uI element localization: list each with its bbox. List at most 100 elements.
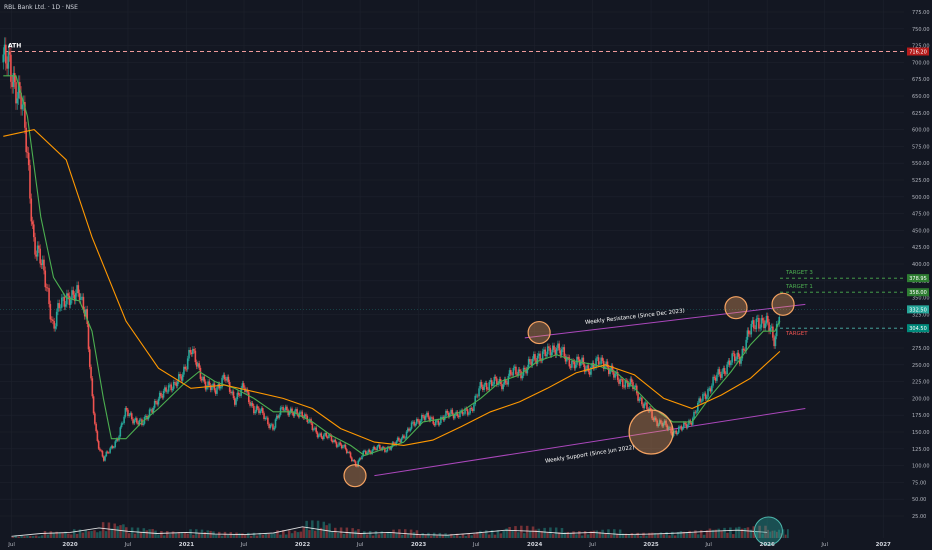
candle-body bbox=[614, 373, 616, 378]
volume-bar bbox=[601, 529, 604, 538]
candle-body bbox=[227, 376, 230, 382]
candle-body bbox=[386, 447, 389, 452]
candle-body bbox=[153, 400, 156, 408]
candle-body bbox=[60, 297, 63, 308]
candle-body bbox=[754, 328, 756, 330]
candle-body bbox=[10, 54, 12, 82]
candle-body bbox=[100, 450, 103, 452]
candle-body bbox=[122, 423, 124, 424]
candle-body bbox=[550, 352, 553, 356]
highlight-circle[interactable] bbox=[527, 320, 551, 345]
candle-body bbox=[634, 385, 637, 388]
candle-body bbox=[221, 377, 223, 388]
candle-body bbox=[15, 82, 17, 104]
volume-bar bbox=[610, 534, 613, 538]
volume-bar bbox=[197, 533, 201, 538]
candle-body bbox=[733, 353, 736, 361]
highlight-circles[interactable] bbox=[343, 292, 795, 546]
resistance-trendline[interactable] bbox=[524, 303, 806, 339]
candle-body bbox=[518, 369, 521, 372]
volume-bar bbox=[773, 530, 776, 538]
horizontal-levels[interactable] bbox=[0, 51, 904, 329]
highlight-circle[interactable] bbox=[343, 464, 367, 488]
volume-bar bbox=[203, 532, 207, 538]
volume-bar bbox=[273, 533, 276, 538]
candle-body bbox=[426, 412, 428, 416]
candle-body bbox=[527, 359, 530, 368]
moving-average-slow-line bbox=[3, 129, 781, 446]
volume-bar bbox=[430, 535, 433, 538]
highlight-circle[interactable] bbox=[628, 409, 674, 455]
candle-body bbox=[621, 379, 624, 388]
volume-bar bbox=[636, 532, 639, 538]
volume-bar bbox=[447, 534, 450, 538]
price-tick-label: 725.00 bbox=[912, 44, 930, 50]
trendlines[interactable] bbox=[374, 303, 806, 477]
candle-body bbox=[778, 316, 781, 324]
candle-body bbox=[408, 428, 410, 431]
candle-body bbox=[735, 359, 737, 361]
candle-body bbox=[272, 424, 274, 430]
price-axis[interactable]: 25.00 50.00 75.00 100.00 125.00 150.00 175.00 2… bbox=[905, 0, 932, 550]
candle-body bbox=[557, 343, 559, 349]
candle-body bbox=[339, 442, 342, 445]
volume-bar bbox=[572, 531, 575, 538]
candle-body bbox=[423, 416, 426, 420]
candle-body bbox=[58, 303, 61, 309]
candle-body bbox=[716, 374, 718, 381]
volume-bar bbox=[258, 532, 262, 538]
candle-body bbox=[410, 422, 413, 429]
candle-body bbox=[63, 296, 66, 307]
candle-body bbox=[427, 412, 429, 418]
candle-body bbox=[174, 381, 176, 383]
volume-bar bbox=[418, 534, 422, 538]
volume-highlight-circle[interactable] bbox=[753, 516, 783, 546]
candle-body bbox=[747, 330, 750, 334]
volume-bar bbox=[75, 533, 79, 538]
volume-bar bbox=[540, 531, 543, 538]
volume-bar bbox=[215, 534, 218, 538]
volume-bar bbox=[618, 529, 622, 538]
candle-body bbox=[635, 385, 638, 394]
time-tick-label: Jul bbox=[820, 542, 828, 548]
support-trendline[interactable] bbox=[374, 407, 806, 477]
candle-body bbox=[768, 322, 770, 332]
candle-body bbox=[203, 376, 206, 382]
candle-body bbox=[644, 402, 647, 404]
candle-body bbox=[91, 378, 94, 397]
time-axis[interactable]: Jul 2020 Jul 2021 Jul 2022 Jul 2023 Jul 2024 Jul 20… bbox=[7, 542, 891, 548]
candle-body bbox=[758, 318, 760, 329]
candle-body bbox=[475, 395, 478, 397]
candle-body bbox=[33, 224, 35, 238]
candle-body bbox=[296, 409, 298, 415]
volume-bar bbox=[52, 533, 56, 538]
candle-body bbox=[311, 423, 314, 431]
volume-bar bbox=[450, 533, 453, 538]
highlight-circle[interactable] bbox=[724, 296, 748, 320]
candle-body bbox=[284, 406, 287, 411]
candle-body bbox=[6, 63, 8, 69]
highlight-circle[interactable] bbox=[771, 292, 795, 316]
volume-bar bbox=[64, 531, 67, 538]
volume-bar bbox=[232, 533, 235, 538]
candle-body bbox=[749, 333, 751, 335]
candle-body bbox=[448, 413, 451, 417]
candle-body bbox=[638, 398, 641, 401]
volume-bar bbox=[371, 535, 375, 538]
candle-body bbox=[513, 366, 516, 368]
candle-body bbox=[76, 285, 78, 294]
candle-body bbox=[543, 349, 545, 352]
candle-body bbox=[155, 400, 157, 403]
volume-bar bbox=[305, 520, 308, 538]
candle-body bbox=[775, 324, 778, 337]
candle-body bbox=[774, 336, 777, 347]
volume-bar bbox=[148, 529, 151, 538]
time-tick-label: 2024 bbox=[527, 542, 542, 548]
candle-body bbox=[507, 376, 510, 385]
candle-body bbox=[773, 337, 775, 347]
volume-bar bbox=[639, 535, 642, 538]
candle-body bbox=[164, 387, 166, 391]
candle-body bbox=[431, 417, 433, 418]
volume-bar bbox=[682, 531, 686, 538]
